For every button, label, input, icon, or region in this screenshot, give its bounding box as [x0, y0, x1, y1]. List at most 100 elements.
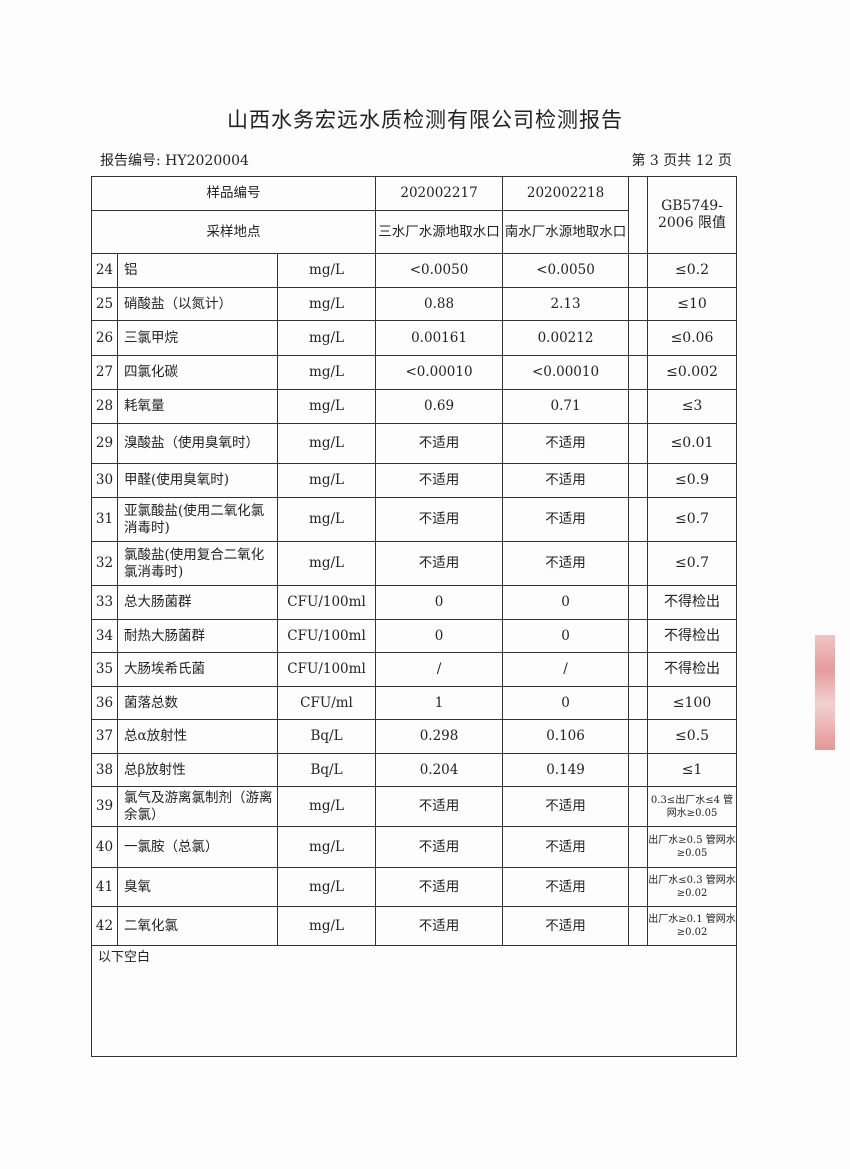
value-sample-1: 0.00161	[375, 320, 504, 356]
row-number: 24	[91, 253, 118, 288]
table-row: 39 氯气及游离氯制剂（游离余氯） mg/L 不适用 不适用 0.3≤出厂水≤4 管网水≥…	[91, 786, 738, 827]
row-number: 39	[91, 786, 118, 827]
unit: mg/L	[276, 867, 377, 907]
value-sample-2: 0	[502, 686, 630, 720]
spacer	[628, 619, 649, 653]
sample-2: 202002218	[502, 176, 630, 211]
value-sample-1: 不适用	[375, 786, 504, 827]
row-number: 42	[91, 906, 118, 946]
value-sample-2: 不适用	[502, 541, 630, 586]
table-row: 36 菌落总数 CFU/ml 1 0 ≤100	[91, 686, 738, 720]
limit: 出厂水≥0.1 管网水≥0.02	[647, 906, 738, 946]
item-name: 臭氧	[117, 867, 278, 907]
limit: 0.3≤出厂水≤4 管网水≥0.05	[647, 786, 738, 827]
unit: mg/L	[276, 786, 377, 827]
item-name: 四氯化碳	[117, 355, 278, 390]
site-2: 南水厂水源地取水口	[502, 210, 630, 254]
spacer	[628, 541, 649, 586]
unit: mg/L	[276, 906, 377, 946]
unit: mg/L	[276, 423, 377, 464]
item-name: 菌落总数	[117, 686, 278, 720]
table-row: 25 硝酸盐（以氮计） mg/L 0.88 2.13 ≤10	[91, 287, 738, 321]
results-table: 样品编号 202002217 202002218 GB5749-2006 限值 …	[90, 176, 738, 1057]
item-name: 三氯甲烷	[117, 320, 278, 356]
limit: ≤0.7	[647, 497, 738, 542]
table-row: 29 溴酸盐（使用臭氧时） mg/L 不适用 不适用 ≤0.01	[91, 423, 738, 464]
spacer	[628, 585, 649, 620]
spacer	[628, 287, 649, 321]
limit: ≤0.01	[647, 423, 738, 464]
spacer	[628, 423, 649, 464]
limit: ≤0.9	[647, 463, 738, 498]
table-row: 37 总α放射性 Bq/L 0.298 0.106 ≤0.5	[91, 719, 738, 754]
table-row: 38 总β放射性 Bq/L 0.204 0.149 ≤1	[91, 753, 738, 787]
row-number: 41	[91, 867, 118, 907]
spacer	[628, 253, 649, 288]
value-sample-2: 不适用	[502, 906, 630, 946]
spacer	[628, 826, 649, 868]
value-sample-1: 1	[375, 686, 504, 720]
limit: ≤0.06	[647, 320, 738, 356]
report-title: 山西水务宏远水质检测有限公司检测报告	[227, 108, 623, 132]
spacer	[628, 320, 649, 356]
spacer	[628, 686, 649, 720]
row-number: 27	[91, 355, 118, 390]
value-sample-1: <0.00010	[375, 355, 504, 390]
limit: ≤10	[647, 287, 738, 321]
value-sample-1: 0.88	[375, 287, 504, 321]
sample-no-label: 样品编号	[90, 176, 377, 211]
limit: 不得检出	[647, 619, 738, 653]
unit: Bq/L	[276, 753, 377, 787]
row-number: 26	[91, 320, 118, 356]
table-row: 24 铝 mg/L <0.0050 <0.0050 ≤0.2	[91, 253, 738, 288]
value-sample-1: /	[375, 652, 504, 687]
value-sample-1: 0.69	[375, 389, 504, 424]
table-row: 27 四氯化碳 mg/L <0.00010 <0.00010 ≤0.002	[91, 355, 738, 390]
row-number: 32	[91, 541, 118, 586]
spacer	[628, 867, 649, 907]
value-sample-1: 不适用	[375, 497, 504, 542]
table-row: 41 臭氧 mg/L 不适用 不适用 出厂水≤0.3 管网水≥0.02	[91, 867, 738, 907]
value-sample-2: 不适用	[502, 423, 630, 464]
spacer	[628, 652, 649, 687]
limit: ≤100	[647, 686, 738, 720]
value-sample-2: 不适用	[502, 497, 630, 542]
spacer	[628, 463, 649, 498]
remark: 以下空白	[90, 945, 738, 1057]
value-sample-2: 0	[502, 619, 630, 653]
page-number: 第 3 页共 12 页	[631, 153, 732, 169]
spacer	[628, 719, 649, 754]
value-sample-2: <0.00010	[502, 355, 630, 390]
row-number: 29	[91, 423, 118, 464]
value-sample-1: 0	[375, 585, 504, 620]
table-row: 31 亚氯酸盐(使用二氧化氯消毒时) mg/L 不适用 不适用 ≤0.7	[91, 497, 738, 542]
limit: ≤0.2	[647, 253, 738, 288]
limit: ≤3	[647, 389, 738, 424]
value-sample-1: 0	[375, 619, 504, 653]
table-row: 42 二氧化氯 mg/L 不适用 不适用 出厂水≥0.1 管网水≥0.02	[91, 906, 738, 946]
table-row: 26 三氯甲烷 mg/L 0.00161 0.00212 ≤0.06	[91, 320, 738, 356]
row-number: 33	[91, 585, 118, 620]
table-row: 34 耐热大肠菌群 CFU/100ml 0 0 不得检出	[91, 619, 738, 653]
item-name: 大肠埃希氏菌	[117, 652, 278, 687]
unit: Bq/L	[276, 719, 377, 754]
value-sample-2: 2.13	[502, 287, 630, 321]
spacer	[628, 906, 649, 946]
unit: CFU/ml	[276, 686, 377, 720]
value-sample-1: 不适用	[375, 906, 504, 946]
unit: mg/L	[276, 826, 377, 868]
row-number: 25	[91, 287, 118, 321]
row-number: 31	[91, 497, 118, 542]
unit: mg/L	[276, 253, 377, 288]
item-name: 硝酸盐（以氮计）	[117, 287, 278, 321]
unit: CFU/100ml	[276, 619, 377, 653]
table-row: 28 耗氧量 mg/L 0.69 0.71 ≤3	[91, 389, 738, 424]
site-1: 三水厂水源地取水口	[375, 210, 504, 254]
item-name: 总β放射性	[117, 753, 278, 787]
site-label: 采样地点	[90, 210, 377, 254]
item-name: 耗氧量	[117, 389, 278, 424]
unit: mg/L	[276, 389, 377, 424]
item-name: 氯酸盐(使用复合二氧化氯消毒时)	[117, 541, 278, 586]
value-sample-2: 不适用	[502, 867, 630, 907]
row-number: 36	[91, 686, 118, 720]
